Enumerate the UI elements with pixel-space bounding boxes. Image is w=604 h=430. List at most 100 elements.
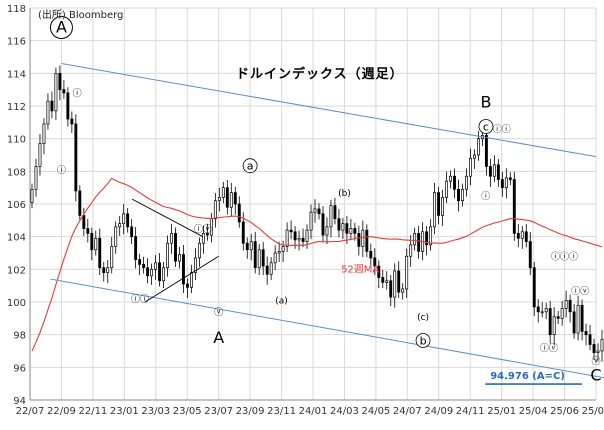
candle-body bbox=[349, 228, 353, 234]
ma-line bbox=[31, 177, 603, 352]
candle-body bbox=[473, 154, 476, 159]
wedge-lower-line bbox=[144, 255, 219, 303]
candle-body bbox=[110, 246, 114, 269]
y-tick-label: 108 bbox=[7, 167, 26, 178]
candle-body bbox=[90, 233, 94, 251]
candle-body bbox=[213, 200, 217, 220]
candle-body bbox=[548, 308, 552, 336]
candle-body bbox=[229, 192, 233, 208]
candle-body bbox=[488, 166, 492, 177]
candle-body bbox=[86, 228, 90, 234]
candle-body bbox=[572, 311, 576, 334]
candle-body bbox=[600, 339, 604, 352]
x-tick-label: 24/11 bbox=[456, 406, 485, 417]
wave-label: ⓘ bbox=[481, 191, 490, 202]
candle-body bbox=[197, 242, 201, 259]
candle-body bbox=[504, 177, 508, 189]
candle-body bbox=[369, 251, 373, 259]
x-tick-label: 22/07 bbox=[16, 406, 45, 417]
candle-body bbox=[293, 231, 297, 241]
candle-body bbox=[162, 267, 165, 282]
candle-body bbox=[54, 72, 58, 112]
candle-body bbox=[50, 100, 54, 112]
candle-body bbox=[469, 157, 472, 177]
candle-body bbox=[289, 229, 293, 233]
candle-body bbox=[560, 308, 564, 319]
x-tick-label: 25/08 bbox=[582, 406, 604, 417]
candle-body bbox=[449, 175, 452, 182]
candle-body bbox=[520, 231, 524, 239]
candle-body bbox=[34, 166, 38, 190]
wave-label: B bbox=[480, 93, 491, 112]
candle-body bbox=[544, 308, 548, 313]
x-tick-label: 24/01 bbox=[299, 406, 328, 417]
candle-body bbox=[532, 267, 536, 308]
wave-label: b bbox=[420, 334, 427, 347]
candle-body bbox=[317, 208, 321, 215]
candle-body bbox=[134, 236, 138, 260]
candle-body bbox=[285, 229, 289, 247]
candle-body bbox=[193, 257, 197, 273]
candle-body bbox=[361, 229, 365, 247]
candle-body bbox=[357, 233, 361, 247]
candle-body bbox=[540, 311, 544, 314]
y-tick-label: 116 bbox=[7, 37, 26, 48]
candle-body bbox=[405, 255, 409, 290]
candle-body bbox=[62, 89, 66, 94]
wedge-upper-line bbox=[131, 198, 204, 238]
candle-body bbox=[138, 259, 142, 265]
candle-body bbox=[170, 233, 173, 244]
wave-label: (a) bbox=[275, 297, 288, 307]
candle-body bbox=[476, 138, 480, 156]
candle-body bbox=[381, 277, 385, 283]
x-tick-label: 23/01 bbox=[110, 406, 139, 417]
candle-body bbox=[241, 221, 245, 244]
candle-body bbox=[576, 304, 580, 334]
candle-body bbox=[397, 270, 401, 293]
candle-body bbox=[425, 231, 429, 246]
candle-body bbox=[221, 187, 225, 198]
candle-body bbox=[329, 205, 333, 228]
candle-body bbox=[596, 350, 600, 353]
candle-body bbox=[273, 252, 277, 264]
candle-body bbox=[98, 237, 102, 269]
candle-body bbox=[552, 316, 556, 336]
candle-body bbox=[118, 223, 122, 228]
candle-body bbox=[205, 233, 209, 236]
wave-label: ⓥ bbox=[214, 307, 223, 318]
candle-body bbox=[277, 251, 281, 254]
candle-body bbox=[30, 188, 34, 203]
candle-body bbox=[401, 288, 405, 293]
candle-body bbox=[94, 237, 98, 251]
y-tick-label: 118 bbox=[7, 4, 26, 15]
candle-body bbox=[333, 205, 337, 220]
wave-label: A bbox=[213, 328, 224, 347]
candle-body bbox=[496, 164, 500, 180]
candle-body bbox=[453, 175, 456, 190]
candle-body bbox=[154, 262, 158, 270]
wave-label: ⓘ bbox=[73, 88, 82, 99]
candle-body bbox=[114, 226, 118, 247]
y-tick-label: 98 bbox=[13, 331, 26, 342]
x-tick-label: 23/03 bbox=[141, 406, 170, 417]
candle-body bbox=[217, 197, 221, 202]
wave-label: ⓘⓥ bbox=[540, 343, 558, 354]
x-tick-label: 23/09 bbox=[236, 406, 265, 417]
candle-body bbox=[257, 249, 261, 269]
candle-body bbox=[377, 265, 381, 278]
candle-body bbox=[353, 228, 357, 234]
x-tick-label: 23/11 bbox=[267, 406, 296, 417]
candle-body bbox=[146, 267, 150, 277]
candle-body bbox=[433, 192, 437, 228]
candle-body bbox=[457, 188, 460, 202]
wave-label: ⓘⓘ bbox=[131, 294, 149, 305]
x-tick-label: 24/05 bbox=[361, 406, 390, 417]
candle-body bbox=[445, 180, 448, 198]
candle-body bbox=[568, 300, 572, 313]
y-tick-label: 102 bbox=[7, 265, 26, 276]
wave-label: ⓘⓥ bbox=[571, 286, 589, 297]
candle-body bbox=[261, 249, 265, 267]
candle-body bbox=[42, 123, 46, 144]
candle-body bbox=[301, 237, 305, 242]
candle-body bbox=[588, 334, 592, 345]
